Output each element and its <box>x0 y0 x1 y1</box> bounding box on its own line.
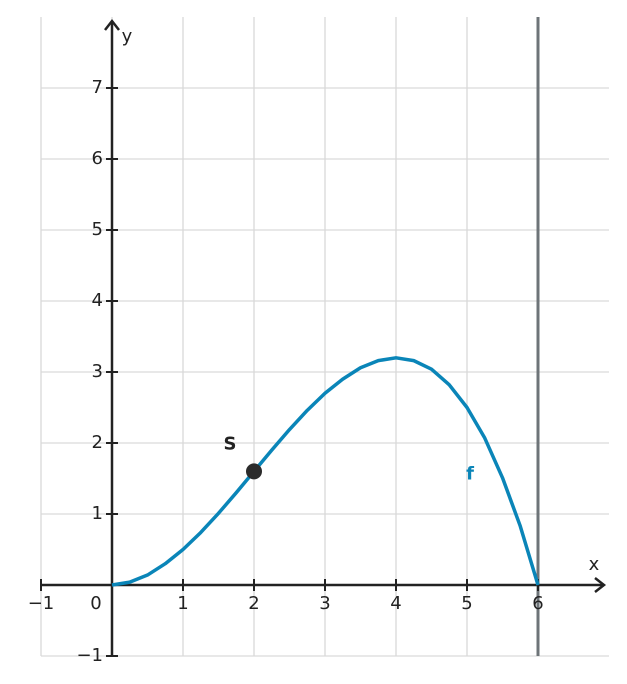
y-tick-label: 1 <box>92 503 103 524</box>
y-tick-label: 7 <box>92 77 103 98</box>
y-tick-label: 6 <box>92 148 103 169</box>
y-tick-label: 5 <box>92 219 103 240</box>
x-axis-arrow <box>594 577 607 593</box>
y-axis-label: y <box>122 26 133 47</box>
curve <box>111 356 540 587</box>
y-tick-label: 2 <box>92 432 103 453</box>
y-tick-label: −1 <box>76 645 103 666</box>
x-tick-label: 5 <box>461 593 472 614</box>
x-tick-label: 2 <box>248 593 259 614</box>
x-tick-label: 1 <box>177 593 188 614</box>
curve-label: f <box>466 464 474 485</box>
x-tick-label: 3 <box>319 593 330 614</box>
x-tick-label: 6 <box>532 593 543 614</box>
x-tick-label: 4 <box>390 593 401 614</box>
x-tick-label: 0 <box>90 593 101 614</box>
point-label: S <box>224 433 237 454</box>
x-tick-label: −1 <box>28 593 55 614</box>
x-axis-label: x <box>589 554 600 575</box>
y-tick-label: 3 <box>92 361 103 382</box>
y-tick-label: 4 <box>92 290 103 311</box>
y-axis-arrow <box>104 18 120 31</box>
point <box>246 463 262 480</box>
